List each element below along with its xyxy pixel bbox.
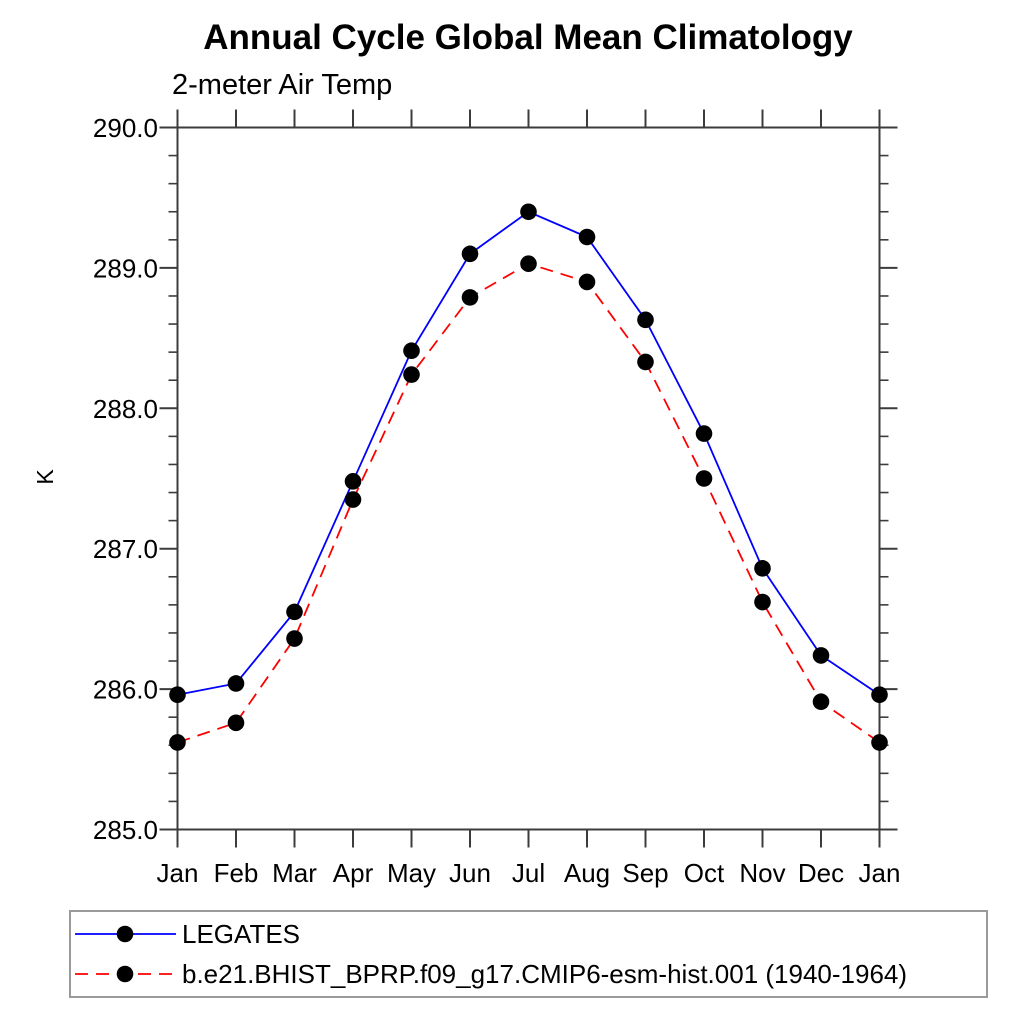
y-axis-label: K bbox=[31, 469, 58, 485]
legend-swatch-dashed-line bbox=[75, 965, 176, 983]
data-point-marker bbox=[695, 425, 713, 442]
x-tick-label: Mar bbox=[272, 858, 317, 888]
series-line-model bbox=[177, 262, 881, 744]
legend-label: b.e21.BHIST_BPRP.f09_g17.CMIP6-esm-hist.… bbox=[182, 958, 908, 989]
data-point-marker bbox=[227, 675, 245, 692]
x-tick-label: Dec bbox=[798, 858, 844, 888]
data-point-marker bbox=[637, 311, 654, 329]
data-point-marker bbox=[754, 593, 771, 611]
legend-marker-dot bbox=[116, 925, 134, 943]
data-point-marker bbox=[695, 470, 713, 487]
x-tick-label: May bbox=[387, 858, 436, 888]
data-point-marker bbox=[344, 491, 362, 508]
data-point-marker bbox=[812, 647, 830, 664]
data-point-marker bbox=[871, 734, 888, 751]
data-point-marker bbox=[637, 353, 654, 371]
x-tick-label: Aug bbox=[564, 858, 610, 888]
x-tick-label: Feb bbox=[214, 858, 259, 888]
legend-box: LEGATES b.e21.BHIST_BPRP.f09_g17.CMIP6-es… bbox=[69, 910, 988, 998]
data-point-marker bbox=[520, 203, 537, 221]
y-tick-label: 288.0 bbox=[93, 394, 158, 424]
x-tick-label: Jul bbox=[512, 858, 545, 888]
data-point-marker bbox=[754, 560, 771, 577]
y-tick-label: 286.0 bbox=[93, 675, 158, 705]
x-tick-label: Apr bbox=[333, 858, 374, 888]
x-tick-label: Nov bbox=[739, 858, 785, 888]
data-point-marker bbox=[344, 473, 362, 490]
data-point-marker bbox=[520, 255, 537, 272]
data-point-marker bbox=[871, 686, 888, 704]
x-tick-label: Jun bbox=[449, 858, 491, 888]
data-point-marker bbox=[461, 289, 479, 306]
data-point-marker bbox=[286, 630, 303, 647]
chart-subtitle: 2-meter Air Temp bbox=[172, 69, 393, 101]
y-tick-label: 290.0 bbox=[93, 113, 158, 143]
y-tick-label: 289.0 bbox=[93, 253, 158, 283]
data-point-marker bbox=[169, 686, 186, 704]
legend-marker-dot bbox=[116, 965, 134, 983]
x-tick-label: Sep bbox=[622, 858, 668, 888]
series-line-legates bbox=[177, 210, 881, 696]
data-point-marker bbox=[403, 342, 420, 360]
data-point-marker bbox=[286, 603, 303, 621]
x-tick-label: Oct bbox=[684, 858, 725, 888]
legend-label: LEGATES bbox=[182, 918, 301, 949]
legend-item: b.e21.BHIST_BPRP.f09_g17.CMIP6-esm-hist.… bbox=[71, 954, 986, 994]
legend-swatch-solid-line bbox=[75, 925, 176, 943]
x-tick-label: Jan bbox=[157, 858, 199, 888]
y-tick-label: 285.0 bbox=[93, 815, 158, 845]
data-point-marker bbox=[812, 693, 830, 711]
x-tick-label: Jan bbox=[859, 858, 901, 888]
data-point-marker bbox=[461, 245, 479, 263]
data-point-marker bbox=[227, 714, 245, 732]
data-point-marker bbox=[578, 228, 596, 246]
chart-title: Annual Cycle Global Mean Climatology bbox=[203, 18, 853, 57]
data-point-marker bbox=[169, 734, 186, 751]
data-point-marker bbox=[578, 273, 596, 291]
legend-item: LEGATES bbox=[71, 914, 986, 954]
data-point-marker bbox=[403, 366, 420, 383]
y-tick-label: 287.0 bbox=[93, 534, 158, 564]
